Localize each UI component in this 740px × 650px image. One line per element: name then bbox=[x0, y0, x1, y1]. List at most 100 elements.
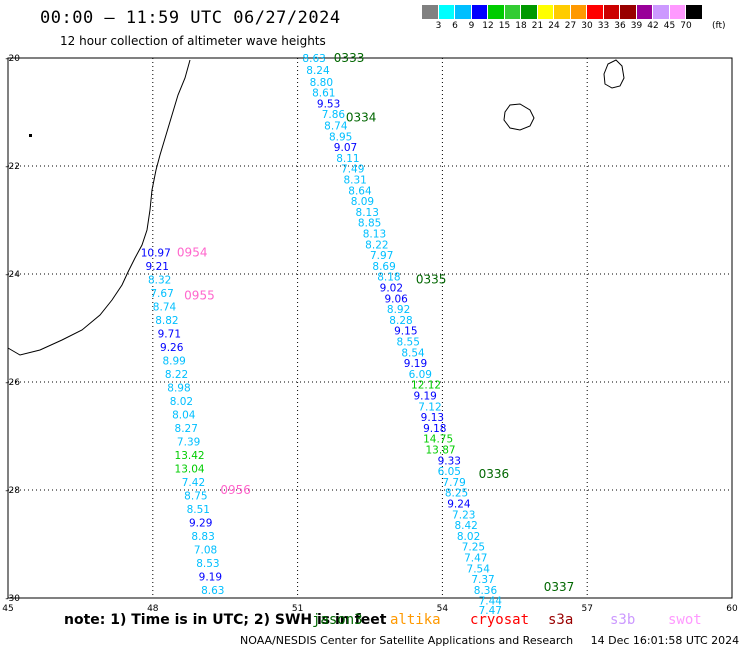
longitude-tick-label: 57 bbox=[581, 604, 592, 614]
pass-time-label: 0336 bbox=[479, 467, 510, 481]
satellite-legend-swot: swot bbox=[668, 612, 702, 628]
legend-tick-label: 15 bbox=[498, 21, 511, 31]
legend-tick-label: 24 bbox=[548, 21, 560, 31]
wave-height-value: 9.33 bbox=[438, 455, 461, 467]
wave-height-value: 8.74 bbox=[324, 121, 348, 133]
pass-time-label: 0956 bbox=[220, 483, 251, 497]
wave-height-value: 8.32 bbox=[148, 274, 171, 286]
legend-tick-label: 70 bbox=[680, 21, 692, 31]
wave-height-value: 8.13 bbox=[356, 207, 379, 219]
madagascar-coastline bbox=[7, 59, 191, 356]
wave-height-value: 7.47 bbox=[479, 605, 502, 617]
legend-swatch bbox=[587, 5, 604, 19]
islet-marker bbox=[29, 134, 32, 137]
wave-height-value: 7.97 bbox=[370, 250, 393, 262]
latitude-tick-label: -26 bbox=[5, 378, 20, 388]
wave-height-value: 8.63 bbox=[302, 53, 325, 65]
footer-timestamp: 14 Dec 16:01:58 UTC 2024 bbox=[590, 634, 740, 647]
wave-height-value: 9.19 bbox=[199, 571, 222, 583]
wave-height-value: 6.09 bbox=[409, 369, 432, 381]
footer-agency: NOAA/NESDIS Center for Satellite Applica… bbox=[240, 634, 574, 647]
wave-height-value: 10.97 bbox=[141, 247, 171, 259]
wave-height-value: 7.12 bbox=[418, 401, 441, 413]
legend-swatch bbox=[603, 5, 620, 19]
satellite-legend-altika: altika bbox=[390, 612, 441, 628]
wave-height-value: 8.09 bbox=[351, 196, 374, 208]
legend-tick-label: 21 bbox=[531, 21, 544, 31]
longitude-tick-label: 54 bbox=[437, 604, 449, 614]
wave-height-value: 8.31 bbox=[343, 175, 366, 187]
wave-height-value: 7.47 bbox=[464, 553, 487, 565]
wave-height-value: 8.98 bbox=[167, 382, 190, 394]
legend-swatch bbox=[669, 5, 686, 19]
wave-height-value: 8.74 bbox=[153, 301, 177, 313]
wave-height-value: 8.02 bbox=[170, 396, 193, 408]
legend-swatch bbox=[438, 5, 455, 19]
legend-tick-label: 9 bbox=[468, 21, 475, 31]
wave-height-value: 9.06 bbox=[384, 293, 408, 305]
wave-height-value: 13.42 bbox=[175, 450, 205, 462]
pass-time-label: 0955 bbox=[184, 289, 215, 303]
reunion-coastline bbox=[503, 103, 535, 131]
wave-height-value: 7.54 bbox=[467, 563, 491, 575]
wave-height-value: 7.49 bbox=[341, 164, 364, 176]
satellite-legend-cryosat: cryosat bbox=[470, 612, 530, 628]
page-title: 00:00 – 11:59 UTC 06/27/2024 bbox=[40, 8, 341, 28]
wave-height-value: 9.19 bbox=[404, 358, 427, 370]
longitude-tick-label: 60 bbox=[726, 604, 738, 614]
wave-height-value: 8.04 bbox=[172, 409, 196, 421]
legend-tick-label: 30 bbox=[581, 21, 593, 31]
page-subtitle: 12 hour collection of altimeter wave hei… bbox=[60, 34, 326, 48]
wave-height-value: 8.63 bbox=[201, 585, 224, 597]
legend-swatch bbox=[636, 5, 653, 19]
satellite-legend-s3a: s3a bbox=[548, 612, 574, 628]
pass-time-label: 0954 bbox=[177, 245, 208, 259]
wave-height-value: 12.12 bbox=[411, 380, 441, 392]
wave-height-value: 8.53 bbox=[196, 558, 219, 570]
legend-tick-label: 12 bbox=[482, 21, 494, 31]
legend-swatches bbox=[422, 5, 740, 19]
wave-height-value: 8.64 bbox=[348, 185, 372, 197]
wave-height-value: 7.08 bbox=[194, 544, 217, 556]
wave-height-value: 8.61 bbox=[312, 88, 335, 100]
legend-swatch bbox=[686, 5, 703, 19]
latitude-tick-label: -30 bbox=[5, 594, 20, 604]
satellite-legend-s3b: s3b bbox=[610, 612, 636, 628]
wave-height-value: 8.36 bbox=[474, 585, 498, 597]
legend-unit: (ft) bbox=[712, 21, 726, 31]
legend-swatch bbox=[653, 5, 670, 19]
legend-swatch bbox=[422, 5, 439, 19]
legend-swatch bbox=[537, 5, 554, 19]
legend-swatch bbox=[488, 5, 505, 19]
wave-height-value: 9.19 bbox=[413, 391, 436, 403]
wave-height-value: 8.95 bbox=[329, 131, 352, 143]
wave-height-value: 9.26 bbox=[160, 342, 184, 354]
wave-height-value: 9.29 bbox=[189, 517, 212, 529]
wave-height-value: 9.07 bbox=[334, 142, 357, 154]
longitude-tick-label: 48 bbox=[147, 604, 159, 614]
wave-height-value: 7.42 bbox=[182, 477, 205, 489]
wave-height-value: 8.51 bbox=[187, 504, 210, 516]
wave-height-value: 9.21 bbox=[146, 261, 169, 273]
wave-height-value: 7.25 bbox=[462, 542, 485, 554]
wave-height-value: 8.25 bbox=[445, 488, 468, 500]
longitude-tick-label: 51 bbox=[292, 604, 303, 614]
legend-tick-label: 42 bbox=[647, 21, 659, 31]
legend-tick-label: 27 bbox=[564, 21, 577, 31]
wave-height-value: 8.42 bbox=[454, 520, 477, 532]
legend-tick-label: 39 bbox=[630, 21, 643, 31]
wave-height-value: 9.53 bbox=[317, 98, 340, 110]
legend-tick-label: 6 bbox=[452, 21, 458, 31]
wave-height-value: 8.13 bbox=[363, 229, 386, 241]
wave-height-value: 7.79 bbox=[442, 477, 465, 489]
map-frame bbox=[7, 57, 733, 599]
wave-height-value: 7.37 bbox=[471, 574, 494, 586]
wave-height-value: 13.04 bbox=[175, 463, 205, 475]
wave-height-value: 8.99 bbox=[162, 355, 185, 367]
wave-height-value: 9.15 bbox=[394, 326, 417, 338]
pass-time-label: 0337 bbox=[544, 580, 575, 594]
wave-height-value: 8.85 bbox=[358, 218, 381, 230]
legend-tick-label: 45 bbox=[663, 21, 676, 31]
wave-height-value: 9.71 bbox=[158, 328, 181, 340]
wave-height-value: 7.67 bbox=[150, 288, 173, 300]
